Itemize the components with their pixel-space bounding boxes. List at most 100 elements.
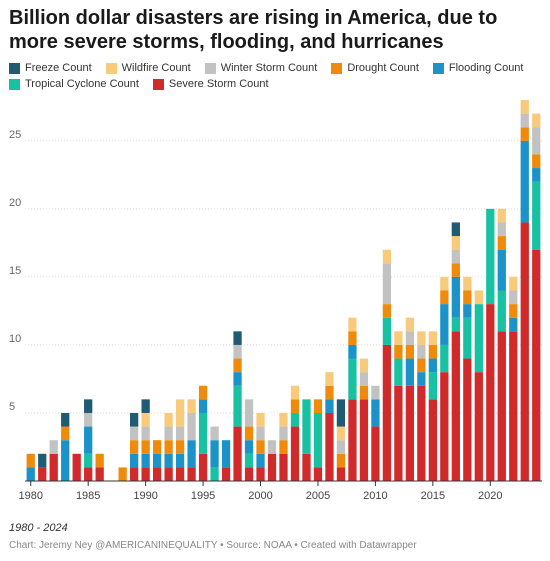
bar-2008-severe-storm-count (348, 399, 357, 481)
bar-2011-tropical-cyclone-count (382, 317, 392, 345)
bar-2002-severe-storm-count (279, 453, 288, 481)
legend-label: Wildfire Count (121, 62, 191, 74)
bar-2016-wildfire-count (440, 276, 449, 291)
bar-1981-severe-storm-count (38, 467, 47, 481)
bar-2023-severe-storm-count (520, 222, 529, 481)
bar-2018-severe-storm-count (463, 358, 472, 481)
bar-2021-wildfire-count (497, 208, 506, 223)
legend-swatch (105, 62, 117, 74)
bar-2004-severe-storm-count (302, 453, 311, 481)
bar-1982-severe-storm-count (49, 453, 58, 481)
bar-2009-severe-storm-count (359, 399, 369, 481)
bar-1985-freeze-count (84, 399, 93, 413)
bar-2019-wildfire-count (474, 290, 483, 305)
bar-1998-severe-storm-count (233, 426, 242, 481)
bar-2017-drought-count (451, 263, 460, 277)
bar-2013-drought-count (405, 344, 415, 359)
bar-1983-drought-count (61, 426, 70, 441)
bar-2024-drought-count (532, 154, 541, 169)
chart-credits: Chart: Jeremy Ney @AMERICANINEQUALITY • … (9, 540, 417, 551)
bar-1991-drought-count (152, 440, 162, 454)
legend-row: Freeze Count Wildfire Count Winter Storm C… (9, 62, 544, 90)
bar-2012-tropical-cyclone-count (394, 358, 403, 386)
legend-label: Drought Count (347, 62, 419, 74)
bar-1989-winter-storm-count (130, 426, 139, 441)
x-tick-label: 2000 (248, 490, 272, 502)
chart-subtitle: 1980 - 2024 (9, 522, 68, 534)
bar-2010-winter-storm-count (371, 385, 380, 400)
bar-2000-severe-storm-count (256, 467, 265, 481)
bar-1986-drought-count (95, 453, 104, 468)
bar-2017-flooding-count (451, 276, 460, 318)
bar-1991-severe-storm-count (152, 467, 162, 481)
bar-1990-wildfire-count (141, 412, 150, 427)
bar-2018-flooding-count (463, 304, 472, 318)
bar-1994-flooding-count (187, 440, 196, 468)
legend-item-drought-count: Drought Count (331, 62, 419, 74)
y-tick-label: 10 (9, 333, 21, 345)
bar-2008-flooding-count (348, 344, 357, 359)
bar-1999-winter-storm-count (244, 399, 254, 427)
x-tick-label: 2010 (363, 490, 387, 502)
bar-2012-drought-count (394, 344, 403, 359)
legend-swatch (152, 78, 164, 90)
bar-2002-wildfire-count (279, 412, 288, 427)
legend-swatch (9, 62, 20, 74)
bar-1993-drought-count (175, 440, 185, 454)
bar-2003-drought-count (290, 399, 300, 413)
bar-2010-severe-storm-count (371, 426, 380, 481)
bar-2002-winter-storm-count (279, 426, 288, 441)
bar-2000-flooding-count (256, 453, 265, 468)
bar-2013-wildfire-count (405, 317, 415, 332)
bar-1999-tropical-cyclone-count (244, 453, 254, 468)
bar-2007-severe-storm-count (336, 467, 346, 481)
bar-1992-winter-storm-count (164, 426, 173, 441)
legend-label: Flooding Count (448, 62, 524, 74)
bar-2003-wildfire-count (290, 385, 300, 400)
bar-1997-severe-storm-count (221, 467, 231, 481)
x-tick-label: 1980 (19, 490, 43, 502)
bar-2015-drought-count (428, 344, 437, 359)
chart-title: Billion dollar disasters are rising in A… (9, 7, 498, 53)
bar-1988-drought-count (118, 467, 127, 481)
bar-2007-winter-storm-count (336, 440, 346, 454)
bar-2017-severe-storm-count (451, 331, 460, 481)
bar-2013-winter-storm-count (405, 331, 415, 345)
bar-2020-tropical-cyclone-count (486, 208, 495, 305)
bar-2023-drought-count (520, 127, 529, 141)
bar-1992-severe-storm-count (164, 467, 173, 481)
bar-2019-severe-storm-count (474, 372, 483, 481)
bar-2011-drought-count (382, 304, 392, 318)
bar-2012-wildfire-count (394, 331, 403, 345)
legend-swatch (204, 62, 216, 74)
bar-1992-flooding-count (164, 453, 173, 468)
bar-1985-severe-storm-count (84, 467, 93, 481)
bar-1998-drought-count (233, 358, 242, 373)
bar-2010-flooding-count (371, 399, 380, 427)
bar-1989-drought-count (130, 440, 139, 454)
bar-1980-drought-count (26, 453, 35, 468)
bar-2014-drought-count (417, 358, 426, 373)
bar-2015-wildfire-count (428, 331, 437, 345)
bar-1982-winter-storm-count (49, 440, 58, 454)
bar-2015-flooding-count (428, 358, 437, 373)
legend-item-flooding-count: Flooding Count (432, 62, 524, 74)
bar-2012-severe-storm-count (394, 385, 403, 481)
bar-2003-severe-storm-count (290, 426, 300, 481)
bar-1990-flooding-count (141, 453, 150, 468)
bar-2000-winter-storm-count (256, 426, 265, 441)
bar-1994-winter-storm-count (187, 412, 196, 441)
bar-2011-winter-storm-count (382, 263, 392, 305)
bar-1995-drought-count (198, 385, 208, 400)
bar-2007-freeze-count (336, 399, 346, 427)
bar-2018-drought-count (463, 290, 472, 305)
x-tick-label: 1990 (133, 490, 157, 502)
legend-swatch (9, 78, 20, 90)
bar-2014-severe-storm-count (417, 385, 426, 481)
bar-2022-wildfire-count (509, 276, 518, 291)
x-tick-label: 2005 (306, 490, 330, 502)
bar-1984-severe-storm-count (72, 453, 81, 481)
bar-2015-severe-storm-count (428, 399, 437, 481)
bar-1985-winter-storm-count (84, 412, 93, 427)
bar-2017-winter-storm-count (451, 249, 460, 264)
